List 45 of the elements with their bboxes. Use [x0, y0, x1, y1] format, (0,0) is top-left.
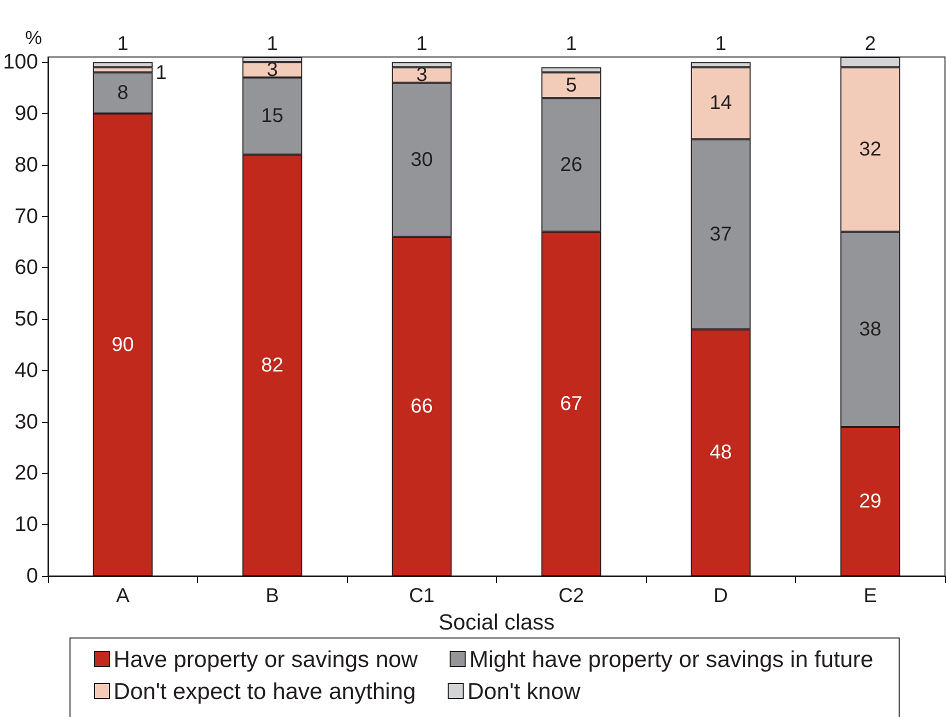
x-tick-label: D [714, 585, 728, 607]
x-tick-label: C2 [558, 585, 584, 607]
data-label: 90 [112, 334, 134, 356]
legend-label: Don't expect to have anything [114, 678, 416, 704]
data-label: 37 [710, 223, 732, 246]
data-label: 1 [266, 33, 278, 55]
x-tick-label: C1 [408, 585, 435, 607]
y-axis-title: % [25, 28, 42, 49]
y-tick-label: 10 [14, 513, 38, 536]
legend-label: Might have property or savings in future [469, 646, 874, 672]
data-label: 66 [410, 395, 433, 418]
data-label: 48 [710, 442, 732, 464]
legend-label: Have property or savings now [114, 646, 418, 672]
x-tick-label: A [116, 585, 130, 607]
y-tick-label: 80 [14, 153, 38, 176]
data-label: 2 [864, 33, 876, 55]
data-label: 15 [261, 105, 284, 128]
x-tick-label: E [864, 585, 877, 607]
data-label: 1 [416, 33, 428, 55]
y-tick-label: 30 [14, 410, 38, 434]
y-tick-label: 20 [14, 462, 38, 485]
y-tick-label: 0 [26, 564, 38, 588]
data-label: 26 [560, 154, 582, 176]
data-label: 8 [117, 82, 128, 104]
x-tick-label: B [266, 585, 279, 607]
data-label: 1 [156, 62, 167, 84]
y-tick-label: 40 [14, 358, 38, 382]
data-label: 32 [859, 138, 882, 160]
data-label: 5 [566, 74, 577, 96]
x-axis-title: Social class [438, 609, 555, 634]
y-tick-label: 90 [14, 102, 38, 126]
y-tick-label: 70 [14, 204, 38, 228]
data-label: 1 [566, 33, 577, 55]
data-label: 1 [715, 33, 726, 55]
y-tick-label: 60 [14, 256, 38, 280]
data-label: 14 [710, 92, 732, 114]
y-tick-label: 100 [2, 50, 38, 74]
data-label: 30 [410, 148, 433, 171]
data-label: 82 [261, 354, 284, 376]
data-label: 29 [859, 490, 882, 512]
data-label: 67 [560, 392, 582, 415]
data-label: 38 [859, 318, 882, 340]
data-label: 1 [117, 33, 128, 55]
legend-label: Don't know [467, 678, 581, 704]
y-tick-label: 50 [14, 308, 38, 331]
